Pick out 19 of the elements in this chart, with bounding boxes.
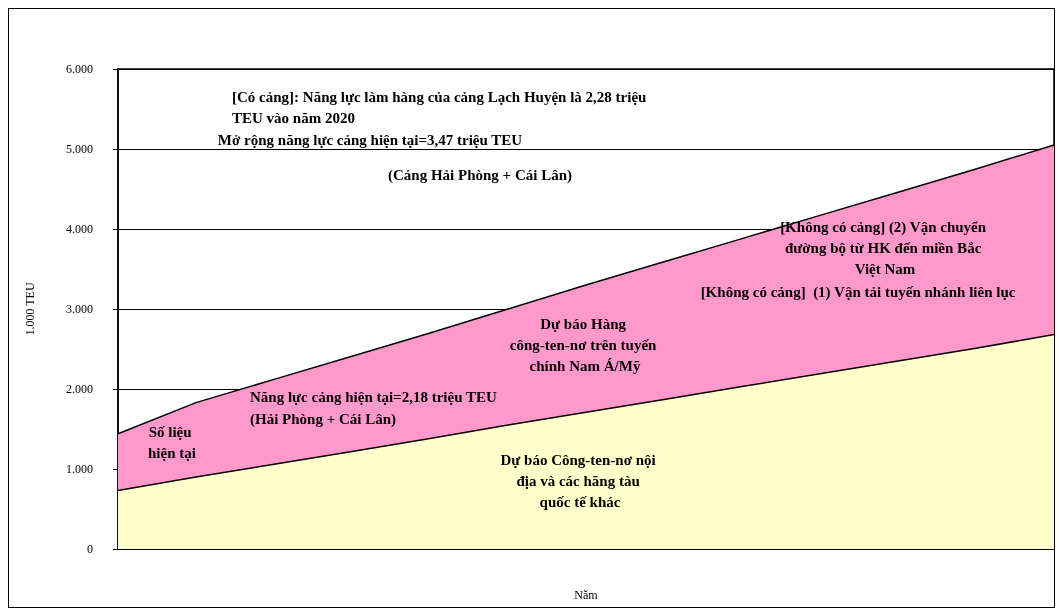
y-tick-label: 5.000 bbox=[66, 142, 93, 156]
annotation: [Không có cảng] (2) Vận chuyển đường bộ từ HK đến miền Bắc Việt Nam bbox=[780, 218, 990, 277]
annotation: Dự báo Hàng công-ten-nơ trên tuyến chính Nam Á/Mỹ bbox=[509, 315, 661, 374]
annotation: [Không có cảng] (1) Vận tải tuyến nhánh liên lục bbox=[700, 283, 1016, 301]
y-tick-label: 2.000 bbox=[66, 382, 93, 396]
y-axis-title: 1.000 TEU bbox=[23, 282, 37, 336]
y-tick-label: 6.000 bbox=[66, 62, 93, 76]
annotation: (Cảng Hải Phòng + Cái Lân) bbox=[388, 166, 572, 184]
y-tick-label: 1.000 bbox=[66, 462, 93, 476]
annotation: Mở rộng năng lực cảng hiện tại=3,47 triệu TEU bbox=[217, 131, 523, 148]
y-tick-label: 4.000 bbox=[66, 222, 93, 236]
annotation: Dự báo Công-ten-nơ nội địa và các hãng tàu quốc tế khác bbox=[500, 451, 660, 510]
annotation: Số liệu hiện tại bbox=[148, 423, 196, 461]
y-tick-label: 3.000 bbox=[66, 302, 93, 316]
annotation: [Có cảng]: Năng lực làm hàng của cảng Lạch Huyện là 2,28 triệu TEU vào năm 2020 bbox=[232, 88, 651, 126]
annotation: (Hải Phòng + Cái Lân) bbox=[250, 410, 397, 428]
y-tick-label: 0 bbox=[87, 542, 93, 556]
annotation: Năng lực cảng hiện tại=2,18 triệu TEU bbox=[250, 388, 498, 405]
x-axis-title: Năm bbox=[574, 588, 599, 602]
